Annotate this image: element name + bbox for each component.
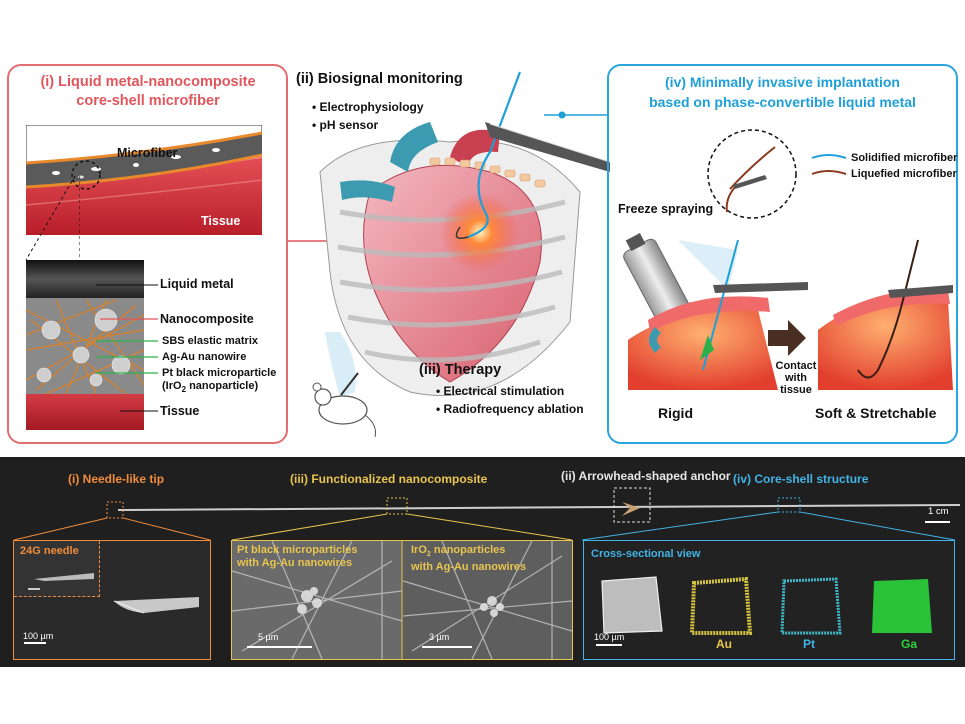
legend-solidified: Solidified microfiber xyxy=(851,152,958,164)
au-label: Au xyxy=(716,637,732,651)
therapy-title: (iii) Therapy xyxy=(419,362,502,378)
biosignal-item-electrophysiology: • Electrophysiology xyxy=(312,100,424,114)
panel-iv-title-line2: based on phase-convertible liquid metal xyxy=(649,94,916,110)
panel-microfiber xyxy=(7,64,288,444)
microfiber-tissue-illustration xyxy=(26,125,262,235)
sbs-matrix-label: SBS elastic matrix xyxy=(162,335,258,347)
soft-stretchable-label: Soft & Stretchable xyxy=(815,405,937,421)
nanocomposite-title: (iii) Functionalized nanocomposite xyxy=(290,472,488,486)
pt-label: Pt xyxy=(803,637,815,651)
nanocomposite-sem-images xyxy=(232,541,572,659)
mouse-illustration xyxy=(312,372,376,438)
iro2-caption: IrO2 nanoparticles with Ag-Au nanowires xyxy=(411,544,527,574)
tissue-bottom-label: Tissue xyxy=(160,404,200,418)
anchor-title: (ii) Arrowhead-shaped anchor xyxy=(561,469,731,483)
biosignal-title: (ii) Biosignal monitoring xyxy=(296,71,463,87)
nanocomposite-pointer-lines xyxy=(96,284,158,412)
needle-tip-title: (i) Needle-like tip xyxy=(68,472,165,486)
cross-section-maps xyxy=(596,576,932,646)
pt-black-caption: Pt black microparticles with Ag-Au nanowi… xyxy=(237,544,358,569)
scale-1cm: 1 cm xyxy=(928,506,949,517)
legend-liquefied: Liquefied microfiber xyxy=(851,168,957,180)
scale-3um: 3 µm xyxy=(429,632,450,642)
ga-label: Ga xyxy=(901,637,918,651)
biosignal-item-ph: • pH sensor xyxy=(312,118,379,132)
panel-implantation xyxy=(607,64,958,444)
zoom-connector-lines xyxy=(25,176,80,260)
therapy-item-stimulation: • Electrical stimulation xyxy=(436,384,565,398)
coreshell-title: (iv) Core-shell structure xyxy=(733,472,869,486)
agau-nanowire-label: Ag-Au nanowire xyxy=(162,351,247,363)
panel-iv-connector xyxy=(544,111,608,119)
nanocomposite-label: Nanocomposite xyxy=(160,312,254,326)
contact-label: Contact with tissue xyxy=(775,360,817,396)
implantation-steps-illustration xyxy=(623,233,953,390)
heart-thorax-illustration xyxy=(319,71,610,397)
microfiber-label: Microfiber xyxy=(117,146,178,160)
fiber-overview xyxy=(13,487,961,541)
needle-label: 24G needle xyxy=(20,545,79,557)
panel-iv-title-line1: (iv) Minimally invasive implantation xyxy=(665,74,900,90)
panel-i-title-line1: (i) Liquid metal-nanocomposite xyxy=(40,74,256,90)
scale-100um-b: 100 µm xyxy=(594,632,625,642)
cross-section-label: Cross-sectional view xyxy=(591,548,701,560)
nanocomposite-closeup xyxy=(26,260,144,430)
needle-sem-images xyxy=(24,573,199,644)
scale-5um: 5 µm xyxy=(258,632,279,642)
pt-black-label: Pt black microparticle xyxy=(162,367,277,379)
phase-inset-circle xyxy=(707,129,797,219)
needle-inset xyxy=(14,541,100,597)
legend-swatches xyxy=(811,154,847,175)
scale-100um-a: 100 µm xyxy=(23,631,54,641)
freeze-spraying-label: Freeze spraying xyxy=(618,202,714,216)
rigid-label: Rigid xyxy=(658,405,693,421)
therapy-item-ablation: • Radiofrequency ablation xyxy=(436,402,584,416)
panel-i-title-line2: core-shell microfiber xyxy=(76,93,220,109)
iro2-label: (IrO2 nanoparticle) xyxy=(162,380,259,395)
liquid-metal-label: Liquid metal xyxy=(160,277,234,291)
tissue-top-label: Tissue xyxy=(201,214,241,228)
